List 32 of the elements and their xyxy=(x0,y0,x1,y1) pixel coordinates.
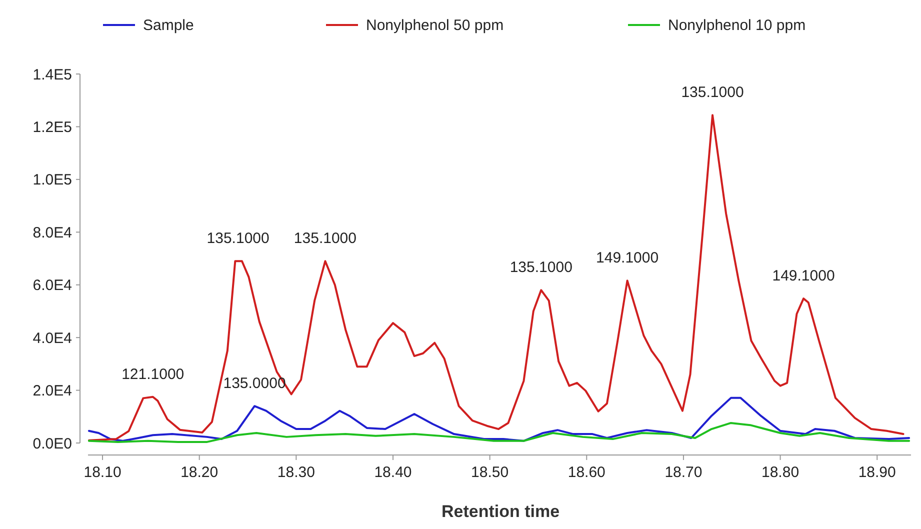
y-tick-label: 2.0E4 xyxy=(32,382,72,400)
y-tick-label: 1.4E5 xyxy=(32,66,72,84)
x-axis-title: Retention time xyxy=(441,502,560,521)
line-series xyxy=(88,422,910,443)
y-tick-label: 0.0E0 xyxy=(32,435,72,452)
annotation: 135.1000 xyxy=(510,259,572,276)
legend-label: Nonylphenol 10 ppm xyxy=(668,17,806,34)
annotation: 121.1000 xyxy=(122,366,184,383)
y-tick-label: 1.2E5 xyxy=(32,118,72,136)
x-tick-label: 18.70 xyxy=(664,464,702,481)
line-series xyxy=(88,114,904,442)
annotation: 149.1000 xyxy=(596,250,659,267)
annotation: 149.1000 xyxy=(772,268,835,285)
x-tick-label: 18.80 xyxy=(762,464,800,481)
legend-label: Nonylphenol 50 ppm xyxy=(366,17,504,34)
y-tick-label: 6.0E4 xyxy=(32,277,72,294)
x-tick-label: 18.40 xyxy=(374,464,412,481)
x-tick-label: 18.30 xyxy=(277,464,315,481)
annotation: 135.1000 xyxy=(206,230,270,248)
x-tick-label: 18.10 xyxy=(84,464,122,481)
annotation: 135.1000 xyxy=(294,230,357,248)
annotation: 135.0000 xyxy=(223,375,286,392)
y-tick-label: 1.0E5 xyxy=(32,172,72,189)
legend-label: Sample xyxy=(143,17,194,34)
annotation: 135.1000 xyxy=(681,84,744,102)
x-tick-label: 18.60 xyxy=(568,464,606,481)
line-series xyxy=(88,396,910,442)
y-tick-label: 8.0E4 xyxy=(32,224,72,242)
x-tick-label: 18.90 xyxy=(858,464,896,481)
x-tick-label: 18.20 xyxy=(180,464,218,481)
y-tick-label: 4.0E4 xyxy=(32,330,72,347)
x-tick-label: 18.50 xyxy=(471,464,509,481)
